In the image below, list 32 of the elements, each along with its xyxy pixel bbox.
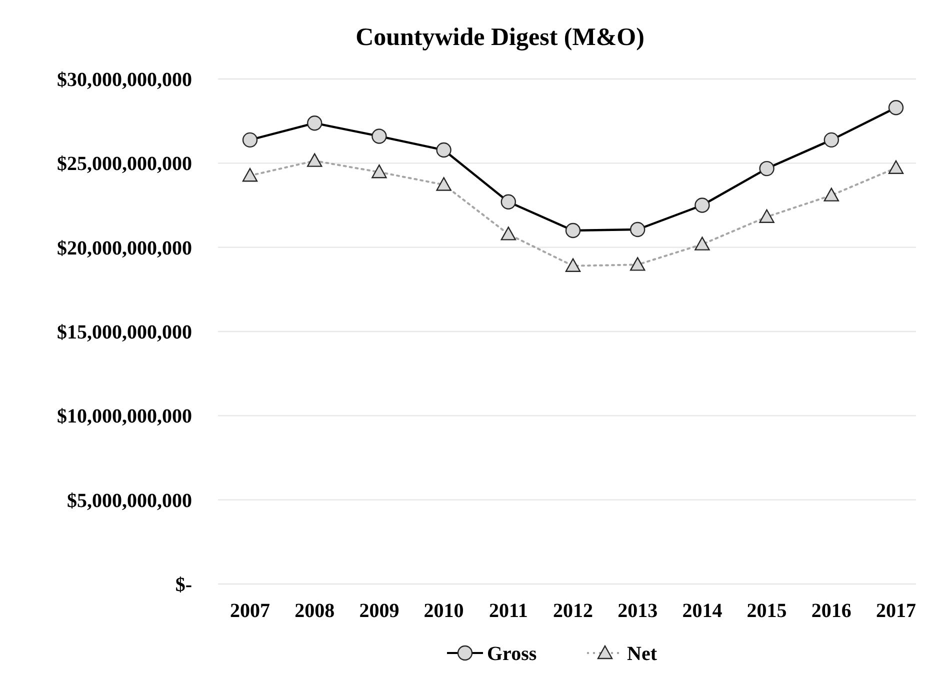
y-tick-label: $25,000,000,000 xyxy=(57,153,192,176)
point xyxy=(565,222,581,238)
y-tick-label: $20,000,000,000 xyxy=(57,237,192,260)
x-tick-label: 2007 xyxy=(230,600,270,622)
x-tick-label: 2011 xyxy=(488,600,528,622)
point xyxy=(372,128,387,144)
x-tick-label: 2017 xyxy=(876,600,916,622)
x-tick-label: 2013 xyxy=(618,600,658,622)
point xyxy=(242,132,258,148)
point xyxy=(630,222,646,238)
y-tick-label: $15,000,000,000 xyxy=(57,322,192,344)
chart-title: Countywide Digest (M&O) xyxy=(356,24,644,51)
x-tick-label: 2015 xyxy=(746,600,787,622)
legend-label: Net xyxy=(627,643,658,665)
x-tick-label: 2010 xyxy=(424,600,464,622)
point xyxy=(436,142,452,158)
x-tick-label: 2008 xyxy=(294,600,335,622)
x-tick-label: 2009 xyxy=(359,600,400,622)
y-tick-label: $30,000,000,000 xyxy=(57,69,192,91)
y-tick-label: $- xyxy=(175,574,192,596)
point xyxy=(759,160,774,176)
point xyxy=(307,116,322,131)
x-tick-label: 2012 xyxy=(553,600,593,622)
x-tick-label: 2014 xyxy=(682,600,722,622)
point xyxy=(694,198,710,213)
point xyxy=(888,100,904,116)
y-tick-label: $10,000,000,000 xyxy=(57,406,192,428)
legend-label: Gross xyxy=(487,643,537,665)
x-tick-label: 2016 xyxy=(811,600,852,622)
point xyxy=(824,132,839,148)
point xyxy=(500,194,516,210)
y-tick-label: $5,000,000,000 xyxy=(67,490,192,512)
